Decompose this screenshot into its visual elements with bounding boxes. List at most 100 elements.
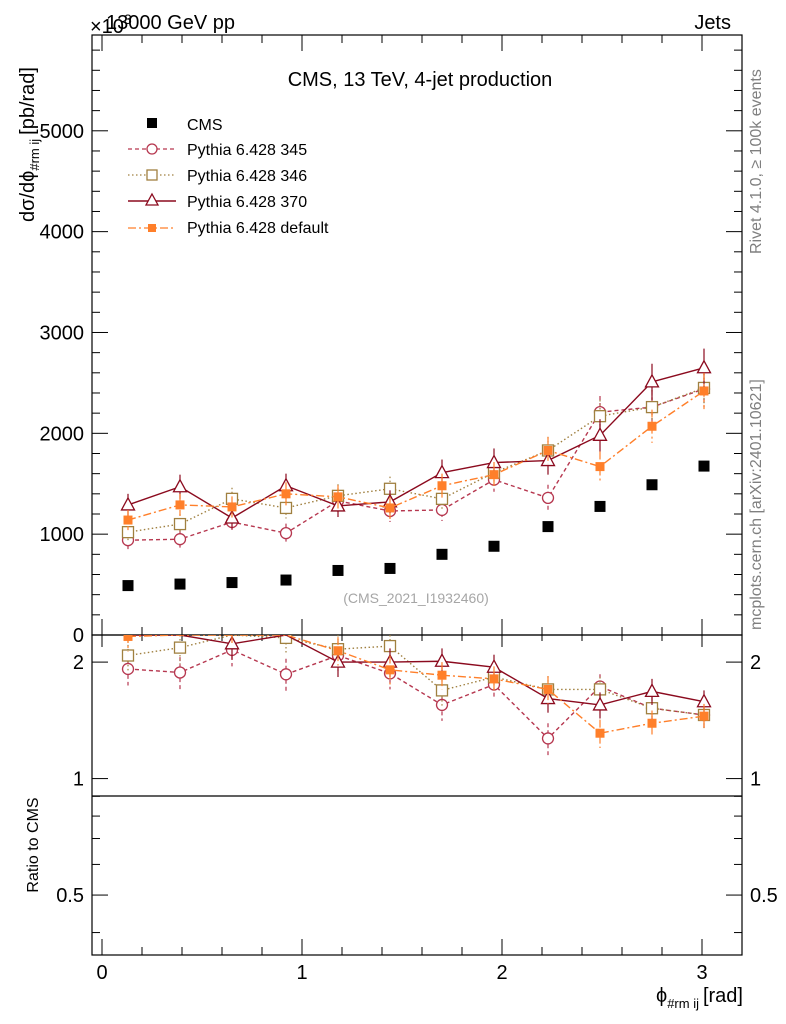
ratio-point-346	[173, 641, 187, 654]
x-tick-label: 0	[96, 962, 107, 984]
ratio-point-346	[279, 635, 293, 645]
data-point-default	[175, 500, 185, 510]
legend-entry-345: Pythia 6.428 345	[128, 142, 307, 159]
data-point-370	[696, 359, 712, 374]
ratio-point-345	[173, 666, 187, 679]
data-point-default	[647, 421, 657, 431]
data-point-370	[172, 478, 188, 493]
legend-marker-346	[146, 169, 158, 181]
ratio-line-default	[127, 635, 705, 734]
ratio-point-default	[699, 711, 709, 721]
data-point-default	[227, 502, 237, 512]
data-point-346	[173, 517, 187, 531]
legend-marker-370	[144, 192, 160, 206]
ratio-point-370	[592, 696, 608, 711]
legend-label-345: Pythia 6.428 345	[187, 142, 307, 159]
data-point-default	[123, 515, 133, 525]
analysis-label: (CMS_2021_I1932460)	[343, 590, 489, 606]
ratio-tick-label-right: 2	[750, 652, 761, 674]
legend-marker-default	[148, 224, 156, 232]
x-axis-ticks: 0 1 2 3	[96, 35, 708, 984]
ratio-tick-label-right: 1	[750, 769, 761, 791]
ratio-tick-label-right: 0.5	[750, 885, 778, 907]
data-point-cms	[174, 578, 186, 590]
data-point-cms	[280, 574, 292, 586]
legend-entry-370: Pythia 6.428 370	[128, 192, 307, 211]
main-axis-ticks: 0 1000 2000 3000 4000 5000	[40, 49, 742, 647]
main-series-group	[120, 348, 712, 592]
legend-marker-cms	[147, 118, 157, 128]
legend-entry-346: Pythia 6.428 346	[128, 168, 307, 185]
ratio-series-group	[121, 635, 712, 756]
x-tick-label: 2	[496, 962, 507, 984]
data-point-default	[281, 489, 291, 499]
data-point-default	[333, 492, 343, 502]
data-point-default	[595, 462, 605, 472]
x-tick-label: 1	[296, 962, 307, 984]
y-tick-label: 1000	[40, 524, 85, 546]
ratio-y-axis-title: Ratio to CMS	[25, 797, 42, 892]
ratio-point-default	[489, 674, 499, 684]
legend: CMS Pythia 6.428 345 Pythia 6.428 346 Py…	[128, 117, 329, 237]
legend-entry-cms: CMS	[147, 117, 223, 134]
data-point-cms	[594, 500, 606, 512]
legend-label-default: Pythia 6.428 default	[187, 220, 329, 237]
ratio-plot-frame	[91, 634, 743, 956]
legend-label-346: Pythia 6.428 346	[187, 168, 307, 185]
y-tick-label: 0	[73, 625, 84, 647]
data-point-345	[173, 533, 187, 546]
series-line-346	[127, 387, 705, 533]
data-point-cms	[542, 521, 554, 533]
header-left: 13000 GeV pp	[106, 12, 235, 34]
ratio-point-default	[333, 646, 343, 656]
header-exponent: ×103	[90, 11, 132, 38]
y-tick-label: 3000	[40, 322, 85, 344]
y-axis-title: dσ/dϕ#rm ij[pb/rad]	[17, 67, 42, 222]
legend-label-cms: CMS	[187, 117, 223, 134]
y-tick-label: 5000	[40, 121, 85, 143]
data-point-default	[385, 503, 395, 513]
data-point-default	[699, 386, 709, 396]
header-right: Jets	[694, 12, 731, 34]
data-point-cms	[646, 479, 658, 491]
data-point-370	[644, 373, 660, 388]
ratio-line-345	[127, 649, 705, 740]
x-tick-label: 3	[696, 962, 707, 984]
data-point-345	[435, 503, 449, 517]
mcplots-label: mcplots.cern.ch [arXiv:2401.10621]	[748, 379, 765, 630]
data-point-cms	[698, 460, 710, 472]
data-point-370	[120, 496, 136, 511]
ratio-point-345	[541, 732, 555, 745]
ratio-point-346	[121, 649, 135, 662]
ratio-point-370	[644, 683, 660, 698]
data-point-default	[437, 481, 447, 491]
data-point-cms	[332, 564, 344, 576]
series-line-345	[127, 388, 705, 541]
data-point-cms	[488, 540, 500, 552]
y-tick-label: 2000	[40, 423, 85, 445]
data-point-cms	[226, 577, 238, 589]
data-point-cms	[436, 548, 448, 560]
ratio-point-default	[543, 684, 553, 694]
ratio-tick-label: 0.5	[56, 885, 84, 907]
ratio-tick-label: 1	[73, 769, 84, 791]
legend-marker-345	[146, 143, 158, 155]
x-axis-title: ϕ#rm ij [rad]	[656, 985, 743, 1011]
ratio-line-346	[127, 635, 705, 716]
data-point-default	[543, 445, 553, 455]
ratio-point-default	[595, 728, 605, 738]
legend-label-370: Pythia 6.428 370	[187, 194, 307, 211]
ratio-point-345	[279, 668, 293, 681]
ratio-point-default	[647, 718, 657, 728]
ratio-point-default	[437, 670, 447, 680]
y-tick-label: 4000	[40, 222, 85, 244]
chart-title: CMS, 13 TeV, 4-jet production	[288, 69, 553, 91]
data-point-370	[592, 426, 608, 441]
rivet-label: Rivet 4.1.0, ≥ 100k events	[748, 69, 765, 254]
data-point-cms	[384, 562, 396, 574]
series-line-default	[127, 390, 705, 521]
ratio-point-default	[385, 665, 395, 675]
ratio-point-default	[123, 635, 133, 641]
data-point-default	[489, 470, 499, 480]
